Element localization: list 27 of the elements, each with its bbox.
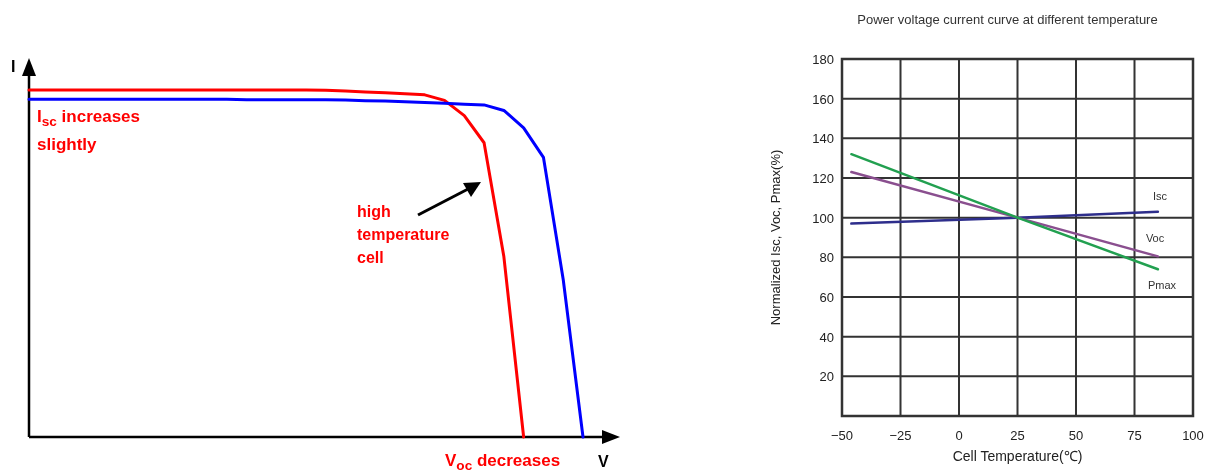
x-tick-label: 0 — [955, 428, 963, 443]
x-tick-label: −50 — [830, 428, 854, 443]
text: V$_{oc}$ decreases — [445, 451, 561, 473]
series-label: Isc — [1152, 189, 1168, 202]
x-tick-label: 50 — [1068, 428, 1084, 443]
x-tick-label: −25 — [889, 428, 912, 443]
y-tick-label: 180 — [812, 52, 834, 67]
y-tick-label: 100 — [812, 210, 834, 226]
x-axis-title: Cell Temperature(℃) — [952, 448, 1083, 464]
y-tick-label: 160 — [812, 91, 834, 107]
x-axis-title: V — [598, 453, 609, 470]
series-label: Pmax — [1147, 279, 1177, 292]
series-label: Voc — [1145, 232, 1165, 245]
y-tick-label: 20 — [819, 369, 834, 385]
x-tick-label: 25 — [1010, 428, 1025, 443]
y-tick-label: 80 — [819, 250, 834, 266]
x-tick-label: 75 — [1127, 428, 1142, 443]
y-axis-title: I — [11, 58, 16, 75]
chart-title: Power voltage current curve at different temperature — [857, 12, 1158, 27]
y-tick-label: 140 — [812, 131, 834, 147]
x-tick-label: 100 — [1182, 428, 1204, 443]
y-tick-label: 40 — [819, 329, 834, 345]
annotation: high temperature cell — [357, 203, 450, 266]
y-tick-label: 60 — [819, 290, 834, 305]
y-axis-title: Normalized Isc, Voc, Pmax(%) — [768, 149, 783, 326]
annotation: I$_{sc}$ increases slightly — [37, 107, 141, 154]
y-tick-label: 120 — [812, 171, 834, 186]
